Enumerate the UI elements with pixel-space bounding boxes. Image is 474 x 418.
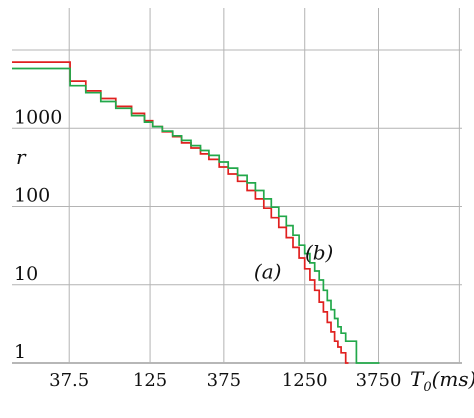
series-line-a — [12, 61, 349, 364]
grid — [12, 8, 462, 364]
y-tick-label: 100 — [14, 185, 50, 207]
x-tick-label: 37.5 — [49, 370, 89, 391]
series-line-b — [12, 67, 380, 364]
y-axis-label: r — [16, 145, 27, 169]
series-layer — [12, 61, 380, 364]
x-axis-label: T0(ms) — [410, 367, 474, 395]
x-tick-label: 125 — [133, 370, 167, 391]
series-annotation-b: (b) — [305, 241, 333, 265]
x-tick-label: 1250 — [282, 370, 328, 391]
series-annotation-a: (a) — [254, 260, 282, 284]
labels: 1 10 100 1000 37.5 125 375 1250 3750 r T0(ms) (a) (b… — [14, 106, 474, 395]
x-tick-label: 375 — [207, 370, 241, 391]
y-tick-label: 1000 — [14, 106, 62, 128]
y-tick-label: 1 — [14, 341, 26, 363]
x-tick-label: 3750 — [356, 370, 402, 391]
y-tick-label: 10 — [14, 263, 38, 285]
